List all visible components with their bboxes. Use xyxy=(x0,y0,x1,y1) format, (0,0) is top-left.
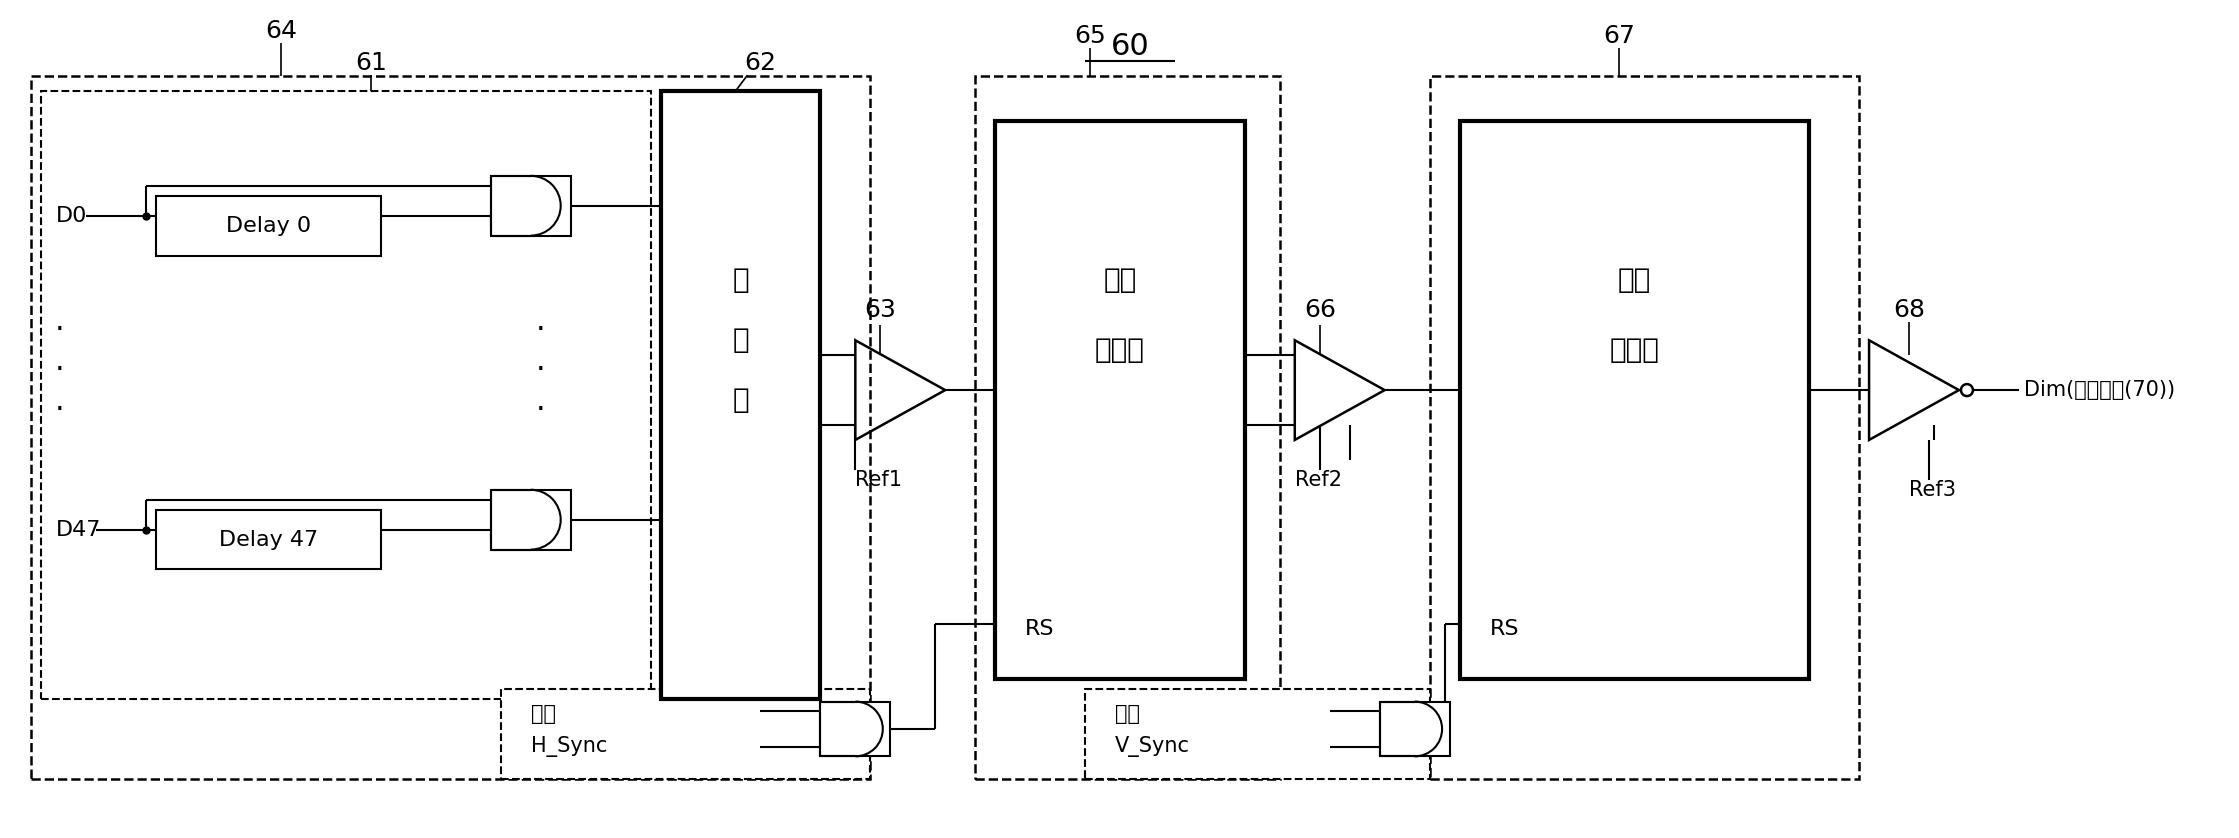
Text: 62: 62 xyxy=(743,51,777,75)
Text: 68: 68 xyxy=(1892,298,1926,323)
Bar xyxy=(976,76,1281,779)
Bar xyxy=(490,176,571,235)
Text: 复位: 复位 xyxy=(531,704,555,724)
Text: 第一: 第一 xyxy=(1104,266,1137,294)
Text: RS: RS xyxy=(1489,619,1518,639)
Text: Dim(至背光源(70)): Dim(至背光源(70)) xyxy=(2024,380,2174,400)
Text: 器: 器 xyxy=(732,386,748,414)
Text: 60: 60 xyxy=(1111,32,1149,60)
Text: Delay 47: Delay 47 xyxy=(219,530,318,550)
Text: ·: · xyxy=(54,355,65,385)
Text: V_Sync: V_Sync xyxy=(1115,737,1189,758)
Bar xyxy=(1086,689,1431,779)
Text: 63: 63 xyxy=(864,298,896,323)
Text: 64: 64 xyxy=(264,19,298,44)
Text: ·: · xyxy=(54,316,65,344)
Text: Ref3: Ref3 xyxy=(1910,480,1957,499)
Bar xyxy=(819,701,891,757)
Text: ·: · xyxy=(535,316,546,344)
Text: D0: D0 xyxy=(56,205,87,225)
Text: H_Sync: H_Sync xyxy=(531,737,607,758)
Text: Ref2: Ref2 xyxy=(1294,470,1341,489)
Bar xyxy=(40,91,652,699)
Bar xyxy=(157,510,381,570)
Text: D47: D47 xyxy=(56,520,101,540)
Text: 67: 67 xyxy=(1603,24,1634,49)
Bar xyxy=(1460,121,1809,679)
Text: 61: 61 xyxy=(356,51,387,75)
Text: 法: 法 xyxy=(732,326,748,354)
Bar xyxy=(490,489,571,550)
Bar xyxy=(1431,76,1858,779)
Text: 复位: 复位 xyxy=(1115,704,1140,724)
Bar xyxy=(502,689,871,779)
Text: 加: 加 xyxy=(732,266,748,294)
Text: ·: · xyxy=(535,396,546,425)
Text: 65: 65 xyxy=(1075,24,1106,49)
Text: 计数器: 计数器 xyxy=(1095,336,1144,365)
Text: RS: RS xyxy=(1025,619,1055,639)
Text: Ref1: Ref1 xyxy=(855,470,902,489)
Text: 计数器: 计数器 xyxy=(1610,336,1659,365)
Bar xyxy=(661,91,819,699)
Text: ·: · xyxy=(54,396,65,425)
Text: ·: · xyxy=(535,355,546,385)
Bar xyxy=(31,76,871,779)
Text: 66: 66 xyxy=(1303,298,1337,323)
Bar xyxy=(1379,701,1449,757)
Bar xyxy=(994,121,1245,679)
Text: 第二: 第二 xyxy=(1619,266,1650,294)
Bar xyxy=(157,196,381,256)
Text: Delay 0: Delay 0 xyxy=(226,215,311,235)
